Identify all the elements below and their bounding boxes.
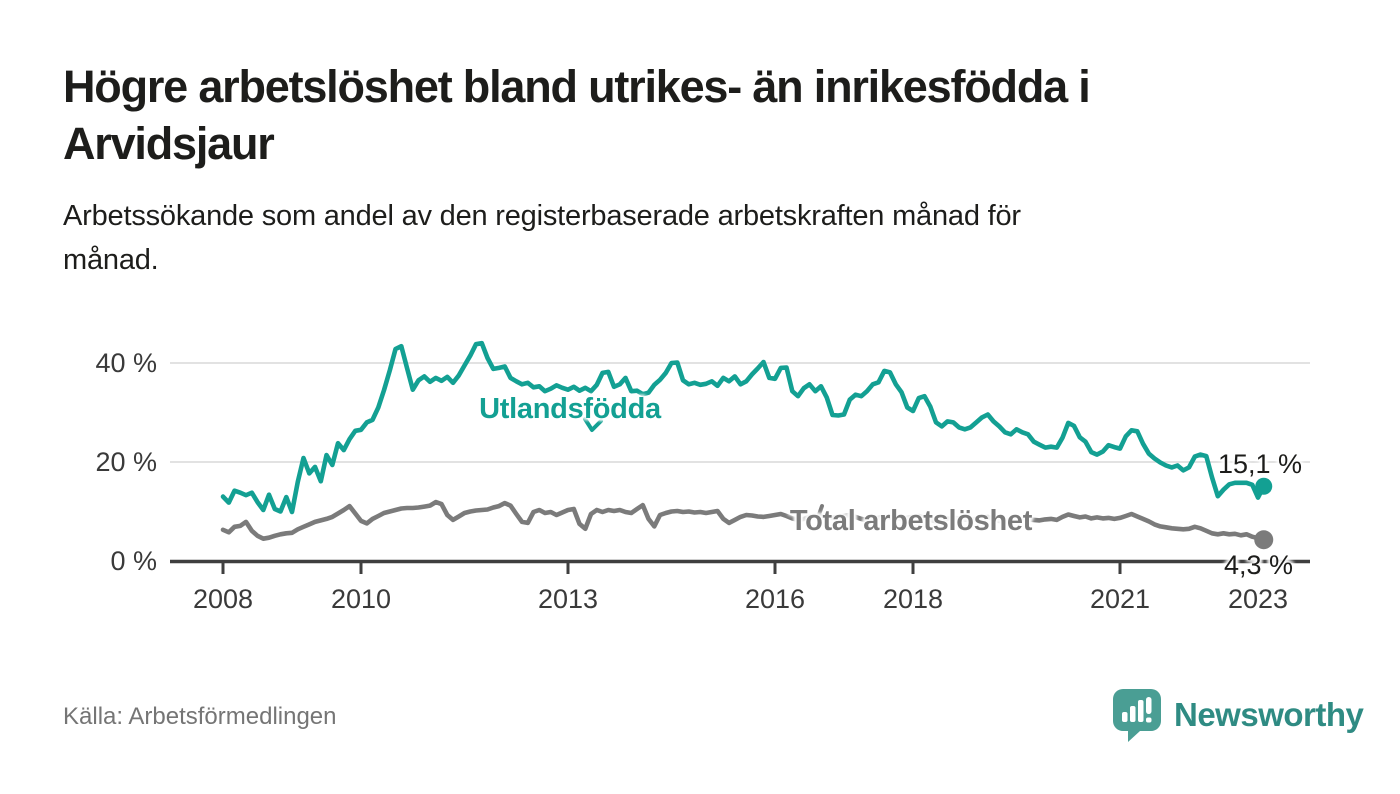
x-tick-label-2021: 2021 [1089, 584, 1151, 614]
y-tick-label-0: 0 % [110, 546, 157, 576]
brand-wordmark: Newsworthy [1174, 696, 1364, 733]
x-tick-label-2008: 2008 [192, 584, 254, 614]
page-subtitle: Arbetssökande som andel av den registerb… [63, 200, 1021, 276]
source-note: Källa: Arbetsförmedlingen [63, 703, 337, 730]
end-dot-total [1254, 530, 1274, 550]
x-tick-label-2023: 2023 [1227, 584, 1289, 614]
series-line-utlandsf-dda [220, 340, 1267, 515]
y-tick-label-20: 20 % [95, 447, 157, 477]
series-line-total-arbetsl-shet [220, 499, 1267, 542]
caret-total [815, 504, 824, 521]
page-title: Högre arbetslöshet bland utrikes- än inr… [63, 61, 1091, 169]
series-label-utlandsfodda: Utlandsfödda [479, 393, 661, 425]
caret-utlandsfodda [583, 417, 603, 432]
end-value-total: 4,3 % [1224, 550, 1294, 580]
x-tick-label-2018: 2018 [882, 584, 944, 614]
x-tick-label-2013: 2013 [537, 584, 599, 614]
end-dot-utlandsfodda [1255, 477, 1273, 495]
newsworthy-speech-bubble-bar-chart-icon [1113, 689, 1161, 742]
end-value-utlandsfodda: 15,1 % [1218, 449, 1303, 479]
series-label-total-arbetsloshet: Total arbetslöshet [789, 505, 1033, 537]
x-tick-label-2010: 2010 [330, 584, 392, 614]
x-tick-label-2016: 2016 [744, 584, 806, 614]
y-tick-label-40: 40 % [95, 348, 157, 378]
brand-logo: Newsworthy [1112, 686, 1364, 744]
